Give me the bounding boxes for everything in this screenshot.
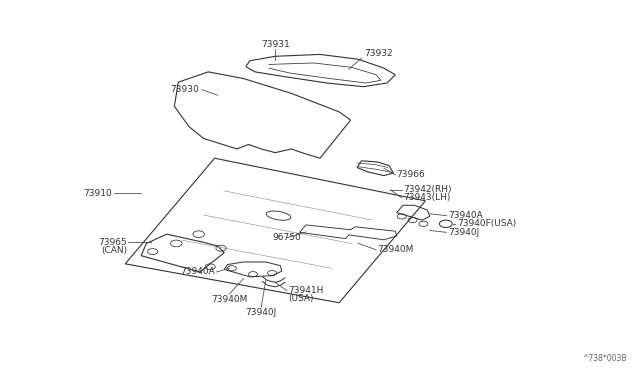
Text: 73942(RH): 73942(RH) (403, 185, 451, 194)
Text: (CAN): (CAN) (101, 246, 127, 255)
Text: 73940A: 73940A (180, 267, 214, 276)
Text: 73910: 73910 (84, 189, 113, 198)
Text: (USA): (USA) (288, 294, 314, 303)
Text: 73966: 73966 (397, 170, 426, 179)
Text: 73940J: 73940J (246, 308, 277, 317)
Text: 73965: 73965 (99, 238, 127, 247)
Text: ^738*003B: ^738*003B (582, 354, 627, 363)
Text: 73931: 73931 (261, 40, 290, 49)
Text: 73940F(USA): 73940F(USA) (458, 219, 516, 228)
Text: 73940A: 73940A (448, 211, 483, 220)
Text: 73941H: 73941H (288, 286, 323, 295)
Text: 73940M: 73940M (378, 245, 414, 254)
Text: 96750: 96750 (273, 233, 301, 243)
Text: 73932: 73932 (365, 49, 394, 58)
Text: 73940J: 73940J (448, 228, 479, 237)
Text: 73943(LH): 73943(LH) (403, 193, 451, 202)
Text: 73930: 73930 (170, 85, 198, 94)
Text: 73940M: 73940M (211, 295, 248, 304)
